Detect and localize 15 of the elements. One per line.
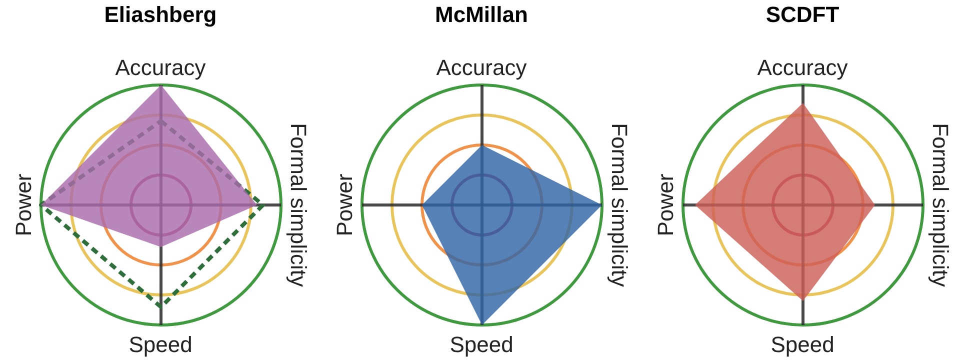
chart-title: Eliashberg bbox=[103, 2, 218, 28]
spoke-label: Speed bbox=[128, 332, 192, 358]
spoke-label: Accuracy bbox=[757, 55, 848, 81]
spoke-label: Formal simplicity bbox=[284, 123, 310, 287]
spoke-label: Accuracy bbox=[115, 55, 206, 81]
spoke-label: Power bbox=[652, 174, 678, 236]
spoke-label: Formal simplicity bbox=[926, 123, 952, 287]
spoke-label: Speed bbox=[450, 332, 514, 358]
spoke-label: Power bbox=[332, 174, 358, 236]
spoke-label: Power bbox=[10, 174, 36, 236]
chart-title: SCDFT bbox=[764, 2, 840, 28]
chart-title: McMillan bbox=[434, 2, 529, 28]
spoke-label: Accuracy bbox=[436, 55, 527, 81]
spoke-label: Formal simplicity bbox=[606, 123, 632, 287]
spoke-label: Speed bbox=[770, 332, 834, 358]
